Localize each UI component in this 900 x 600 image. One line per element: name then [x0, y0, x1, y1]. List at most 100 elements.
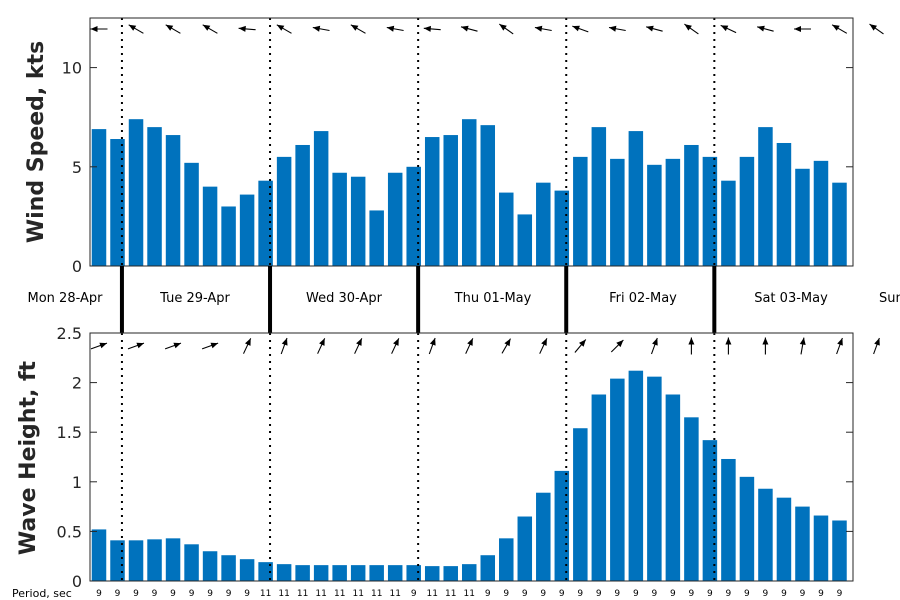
wind-direction-arrow: [498, 23, 514, 35]
period-label: 9: [633, 589, 639, 599]
wave-direction-arrow: [539, 338, 548, 354]
day-label-sat: Sat 03-May: [754, 291, 828, 306]
wind-bar: [443, 135, 458, 266]
wave-bar: [165, 538, 181, 581]
wind-direction-arrow: [720, 24, 737, 34]
wave-arrow-head: [393, 338, 399, 346]
period-label: 9: [522, 589, 528, 599]
wave-ytick-label: 2.5: [57, 324, 82, 343]
wind-direction-arrow: [423, 25, 441, 32]
wave-ytick-label: 1.5: [57, 423, 82, 442]
wave-bar: [295, 565, 310, 581]
day-strip-separators: [119, 266, 717, 333]
wind-direction-arrow: [276, 24, 292, 34]
wind-direction-arrow: [572, 25, 589, 33]
wave-direction-arrow: [836, 337, 843, 355]
wave-direction-arrow: [799, 337, 806, 355]
wave-direction-arrow: [280, 337, 288, 355]
wave-direction-arrow: [574, 339, 587, 353]
wind-bar: [795, 168, 810, 266]
wave-bar: [813, 515, 829, 581]
wave-bar: [202, 551, 218, 581]
period-label: 9: [559, 589, 565, 599]
wind-bar: [517, 214, 533, 266]
period-label: 9: [763, 589, 769, 599]
wind-y-ticks: 0 5 10: [62, 59, 853, 276]
day-label-tue: Tue 29-Apr: [159, 291, 230, 306]
wave-arrow-head: [616, 340, 624, 348]
wave-arrow-head: [245, 338, 251, 346]
day-labels: Mon 28-Apr Tue 29-Apr Wed 30-Apr Thu 01-…: [28, 291, 900, 306]
period-label: 11: [463, 589, 474, 599]
wave-bar: [517, 516, 533, 581]
wave-ytick-label: 0.5: [57, 522, 82, 541]
wind-direction-arrow: [165, 24, 181, 34]
period-label: 9: [207, 589, 213, 599]
period-label: 11: [260, 589, 271, 599]
period-label: 11: [334, 589, 345, 599]
period-label: 11: [426, 589, 437, 599]
wind-arrow-head: [350, 24, 359, 31]
wave-bar: [424, 566, 440, 581]
wave-bar: [406, 565, 421, 581]
wave-direction-arrow: [201, 342, 219, 350]
wave-bar: [239, 559, 255, 581]
wave-axes-box: [89, 332, 854, 582]
wave-bar: [184, 544, 199, 581]
wave-bar: [684, 417, 699, 581]
wave-bar: [702, 440, 718, 581]
wave-arrow-head: [541, 338, 547, 346]
wind-arrow-head: [757, 25, 765, 32]
period-row-title: Period, sec: [12, 587, 72, 600]
wave-bar: [499, 538, 514, 581]
wave-bar: [350, 565, 366, 581]
wave-direction-arrows: [90, 337, 880, 355]
period-label: 11: [371, 589, 382, 599]
wave-bar: [536, 492, 551, 581]
wind-bar: [647, 164, 662, 266]
wave-bar: [795, 506, 810, 581]
wave-direction-arrow: [391, 338, 400, 354]
wind-axes-box: [89, 17, 854, 267]
period-label: 9: [670, 589, 676, 599]
wave-ytick-label: 2: [72, 374, 82, 393]
wind-bar: [536, 182, 551, 266]
wave-bar: [776, 497, 792, 581]
period-label: 9: [411, 589, 417, 599]
period-label: 9: [577, 589, 583, 599]
wave-bar: [758, 488, 773, 581]
period-label: 11: [315, 589, 326, 599]
wind-ytick-label: 5: [72, 158, 82, 177]
wind-bar: [406, 166, 421, 266]
wind-direction-arrow: [202, 24, 218, 34]
wave-direction-arrow: [317, 338, 326, 354]
period-label: 11: [445, 589, 456, 599]
wave-bar: [110, 540, 125, 581]
period-label: 9: [503, 589, 509, 599]
wave-arrow-head: [356, 338, 362, 346]
wind-arrow-head: [869, 24, 877, 31]
wind-arrow-head: [312, 25, 321, 32]
wave-direction-arrow: [164, 342, 182, 350]
wind-bar: [128, 119, 144, 267]
wind-direction-arrow: [757, 25, 774, 32]
wind-arrow-head: [423, 25, 431, 32]
wind-arrow-head: [609, 25, 617, 32]
wave-arrow-head: [688, 337, 695, 345]
period-label: 11: [389, 589, 400, 599]
wave-direction-arrow: [127, 342, 145, 350]
wave-arrow-head: [837, 338, 843, 346]
wind-bar: [350, 176, 366, 266]
period-label: 11: [278, 589, 289, 599]
wind-bar: [684, 144, 699, 266]
wind-direction-arrow: [312, 25, 330, 32]
period-label: 9: [726, 589, 732, 599]
wind-bar: [591, 127, 607, 267]
wind-bar: [221, 206, 236, 266]
period-label: 9: [485, 589, 491, 599]
period-labels: 9 9 9 9 9 9 9 9 9 11 11 11 11 11 11 11 11 9 11 11 11 9 9 9 9 9 9 9 9…: [96, 589, 843, 599]
wind-arrow-head: [499, 24, 507, 31]
wind-bar: [573, 156, 588, 266]
wave-arrow-head: [652, 338, 658, 346]
